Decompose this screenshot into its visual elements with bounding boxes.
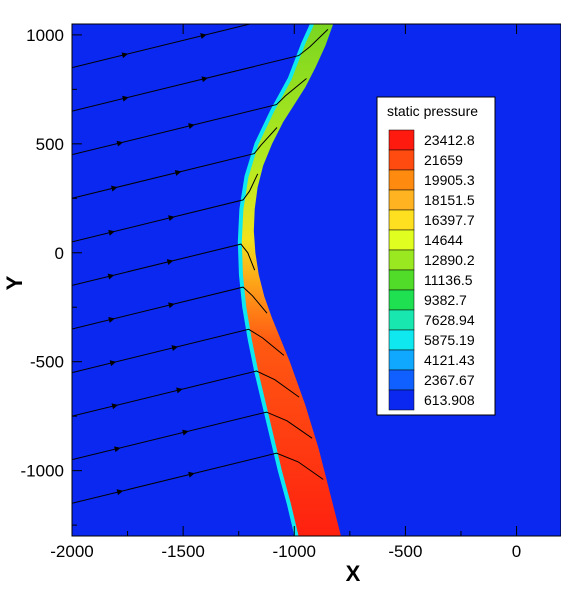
x-tick-label: -500 [388,542,422,561]
streamline-arrow [116,489,124,496]
streamline-arrow [200,33,207,39]
x-tick-label: 0 [512,542,521,561]
legend-level-label: 7628.94 [424,312,475,328]
streamline [72,78,307,156]
y-tick-label: 0 [55,244,64,263]
y-axis: 1000 500 0 -500 -1000 [21,26,82,526]
streamline [72,328,285,374]
legend-level-label: 9382.7 [424,292,467,308]
plot-frame [71,23,561,537]
legend-swatch [388,349,415,371]
streamline-arrow [122,95,129,102]
streamline [72,173,259,243]
legend-title: static pressure [387,103,478,119]
streamline-arrow [168,215,175,222]
streamlines [72,24,329,504]
legend-swatch [388,389,415,411]
legend-level-label: 12890.2 [424,252,475,268]
legend-level-label: 4121.43 [424,352,475,368]
streamline-arrow [121,52,129,59]
legend-level-label: 18151.5 [424,192,475,208]
streamline [72,24,253,69]
streamline-arrow [111,403,119,410]
streamline-arrow [108,317,115,323]
legend-swatch [388,149,415,171]
y-tick-label: -1000 [21,462,64,481]
streamline [72,29,329,112]
streamline [72,243,256,286]
legend-level-label: 11136.5 [424,272,473,288]
legend-level-label: 23412.8 [424,132,475,148]
streamline-arrow [201,76,209,83]
streamline-arrow [111,185,118,192]
legend: static pressure 23412.8 21659 19905.3 18151… [376,96,496,416]
x-axis: -2000 -1500 -1000 -500 0 [50,24,521,561]
streamline-arrow [107,273,115,280]
streamline-arrow [168,302,175,309]
x-axis-title: X [346,561,361,586]
streamline [72,411,313,461]
y-tick-label: 500 [36,135,64,154]
streamline-arrow [174,170,182,176]
streamline-arrow [114,446,121,453]
legend-swatch [388,369,415,391]
streamline-arrow [116,140,124,147]
streamline-arrow [171,345,179,351]
legend-swatch [388,229,415,251]
x-tick-label: -1000 [273,542,316,561]
streamline-arrow [109,360,117,367]
streamline-arrow [188,123,195,129]
streamline-arrow [182,429,189,436]
x-tick-label: -2000 [50,542,93,561]
legend-swatch [388,309,415,331]
legend-level-label: 5875.19 [424,332,475,348]
shock-front-edge [237,24,314,536]
streamline [72,127,278,199]
streamline [72,286,268,330]
legend-level-label: 2367.67 [424,372,475,388]
y-axis-title: Y [2,275,27,290]
y-tick-label: -500 [30,353,64,372]
streamline-arrow [166,259,174,265]
legend-level-label: 16397.7 [424,212,475,228]
legend-swatch [388,189,415,211]
legend-swatch [388,169,415,191]
legend-swatch [388,329,415,351]
legend-swatch [388,129,415,151]
legend-swatch [388,209,415,231]
legend-level-label: 14644 [424,232,463,248]
legend-level-label: 19905.3 [424,172,475,188]
streamline-arrow [188,471,195,478]
legend-swatch [388,269,415,291]
streamline [72,370,300,417]
streamline [72,452,324,504]
streamline-arrow [176,387,183,394]
legend-level-label: 613.908 [424,392,475,408]
legend-level-label: 21659 [424,152,463,168]
legend-swatch [388,289,415,311]
legend-swatch [388,249,415,271]
x-tick-label: -1500 [161,542,204,561]
streamline-arrow [108,229,115,236]
y-tick-label: 1000 [26,26,64,45]
